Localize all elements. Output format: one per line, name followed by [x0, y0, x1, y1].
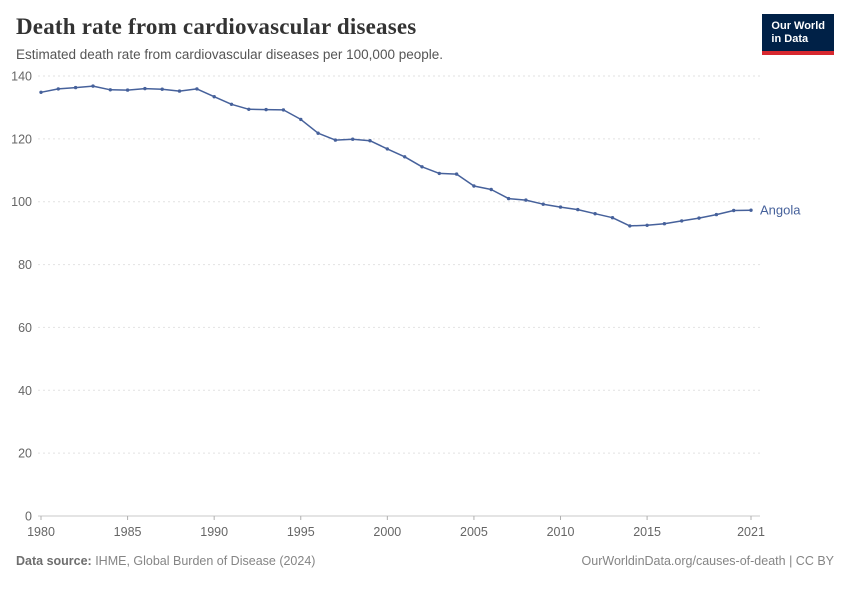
attribution: OurWorldinData.org/causes-of-death | CC … [582, 554, 834, 568]
x-tick-label: 2010 [547, 525, 575, 539]
data-point [108, 88, 113, 92]
y-tick-label: 140 [11, 70, 32, 84]
data-point [593, 212, 597, 216]
y-tick-label: 60 [18, 321, 32, 335]
data-point [91, 84, 95, 88]
owid-logo-line2: in Data [771, 33, 809, 45]
data-point [576, 207, 580, 212]
data-point [697, 216, 701, 220]
x-tick-label: 1980 [27, 525, 55, 539]
data-point [368, 139, 372, 143]
data-point [385, 147, 389, 151]
data-point [316, 131, 320, 135]
data-point [143, 86, 147, 91]
data-point [195, 87, 199, 91]
data-point [281, 108, 286, 112]
owid-logo[interactable]: Our World in Data [762, 14, 834, 55]
data-point [56, 87, 60, 91]
y-tick-label: 20 [18, 447, 32, 461]
owid-logo-line1: Our World [771, 20, 825, 32]
x-tick-label: 2005 [460, 525, 488, 539]
line-chart: 0 20 40 60 80 100 120 140 1980 1985 1990 1995 2000 20… [11, 70, 801, 540]
y-tick-label: 80 [18, 258, 32, 272]
chart-header: Death rate from cardiovascular diseases … [0, 0, 850, 66]
data-point [714, 212, 719, 217]
data-point [662, 222, 667, 226]
data-point [420, 165, 424, 169]
data-point [39, 90, 43, 94]
data-point [680, 219, 684, 223]
data-point [628, 224, 632, 228]
x-tick-label: 1990 [200, 525, 228, 539]
x-tick-label: 2021 [737, 525, 765, 539]
data-source-text: IHME, Global Burden of Disease (2024) [91, 554, 316, 568]
data-point [732, 208, 736, 213]
angola-line [40, 85, 752, 227]
chart-footer: Data source: IHME, Global Burden of Dise… [0, 546, 850, 568]
data-point [264, 107, 268, 112]
x-tick-label: 2000 [373, 525, 401, 539]
data-point [541, 202, 545, 206]
y-tick-label: 100 [11, 195, 32, 209]
data-point [160, 87, 164, 91]
data-point [229, 102, 234, 106]
data-source: Data source: IHME, Global Burden of Dise… [16, 554, 315, 568]
y-tick-label: 120 [11, 132, 32, 146]
data-point [333, 138, 338, 142]
y-tick-label: 40 [18, 384, 32, 398]
y-tick-label: 0 [25, 510, 32, 524]
data-point [489, 187, 493, 192]
data-point [749, 208, 753, 212]
data-point [437, 171, 441, 176]
data-point [351, 137, 355, 141]
chart-subtitle: Estimated death rate from cardiovascular… [16, 47, 443, 62]
x-tick-label: 1995 [287, 525, 315, 539]
x-tick-label: 1985 [114, 525, 142, 539]
data-point [247, 107, 251, 111]
data-point [454, 172, 459, 176]
data-point [524, 198, 528, 202]
data-point [212, 95, 216, 99]
attribution-license: | CC BY [785, 554, 834, 568]
data-point [645, 223, 649, 227]
data-point [177, 89, 182, 93]
page-title: Death rate from cardiovascular diseases [16, 14, 417, 39]
data-point [73, 85, 78, 90]
data-source-label: Data source: [16, 554, 92, 568]
attribution-link[interactable]: OurWorldinData.org/causes-of-death [581, 554, 786, 568]
x-tick-label: 2015 [633, 525, 661, 539]
data-point [403, 155, 407, 159]
data-point [299, 117, 303, 122]
series-label: Angola [760, 203, 801, 218]
data-point [472, 184, 476, 188]
data-point [125, 88, 130, 92]
data-point [558, 205, 563, 209]
data-point [610, 216, 615, 220]
data-point [506, 196, 511, 201]
chart-area: 0 20 40 60 80 100 120 140 1980 1985 1990 1995 2000 20… [0, 66, 850, 546]
